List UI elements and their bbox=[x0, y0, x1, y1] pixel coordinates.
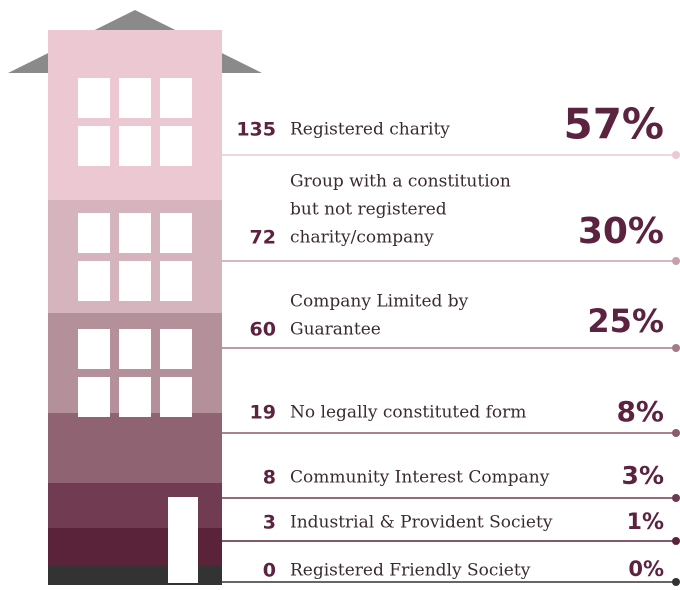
row-label: charity/company bbox=[290, 228, 434, 248]
floor bbox=[48, 413, 222, 483]
rule-dot bbox=[672, 151, 680, 159]
window bbox=[160, 213, 192, 253]
window bbox=[160, 329, 192, 369]
row-share: 0% bbox=[628, 557, 664, 581]
window bbox=[119, 213, 151, 253]
window bbox=[78, 377, 110, 417]
rule-dot bbox=[672, 257, 680, 265]
row-share: 57% bbox=[563, 100, 664, 149]
row-label: Group with a constitution bbox=[290, 172, 511, 192]
rule-dot bbox=[672, 578, 680, 586]
window bbox=[160, 126, 192, 166]
row-count: 60 bbox=[250, 319, 276, 341]
row-count: 3 bbox=[263, 512, 276, 534]
window bbox=[119, 329, 151, 369]
row-share: 1% bbox=[627, 510, 664, 535]
windows bbox=[78, 78, 192, 417]
infographic: Registered charity 135 57% Group with a con… bbox=[0, 0, 680, 590]
row-label: Registered charity bbox=[290, 120, 450, 140]
row-label: Registered Friendly Society bbox=[290, 561, 531, 581]
window bbox=[119, 78, 151, 118]
window bbox=[78, 78, 110, 118]
row-label: Community Interest Company bbox=[290, 468, 550, 488]
rule-dot bbox=[672, 344, 680, 352]
row-label: but not registered bbox=[290, 200, 447, 220]
window bbox=[78, 213, 110, 253]
row-count: 0 bbox=[263, 560, 276, 582]
rule-dot bbox=[672, 494, 680, 502]
window bbox=[78, 261, 110, 301]
row-label: No legally constituted form bbox=[290, 403, 526, 423]
row-label: Guarantee bbox=[290, 320, 381, 340]
row-share: 3% bbox=[622, 461, 664, 490]
row-share: 30% bbox=[578, 211, 664, 252]
row-count: 19 bbox=[250, 402, 276, 424]
window bbox=[160, 261, 192, 301]
row-count: 8 bbox=[263, 467, 276, 489]
row-count: 135 bbox=[236, 119, 276, 141]
window bbox=[119, 126, 151, 166]
rule-dot bbox=[672, 429, 680, 437]
window bbox=[160, 78, 192, 118]
window bbox=[78, 126, 110, 166]
window bbox=[160, 377, 192, 417]
row-label: Company Limited by bbox=[290, 292, 469, 312]
row-count: 72 bbox=[250, 227, 276, 249]
rows: Registered charity 135 57% Group with a con… bbox=[222, 100, 680, 587]
row-share: 25% bbox=[587, 302, 664, 340]
window bbox=[78, 329, 110, 369]
rule-dot bbox=[672, 537, 680, 545]
window bbox=[119, 261, 151, 301]
row-label: Industrial & Provident Society bbox=[290, 513, 553, 533]
row-share: 8% bbox=[616, 395, 664, 428]
door bbox=[168, 497, 198, 583]
window bbox=[119, 377, 151, 417]
